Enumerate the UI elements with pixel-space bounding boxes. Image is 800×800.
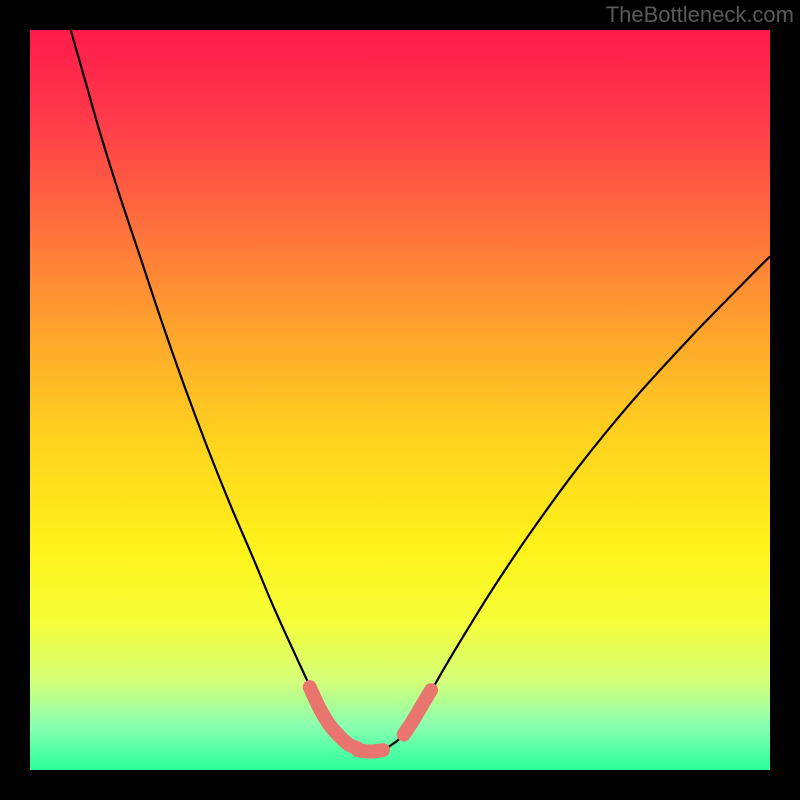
watermark-text: TheBottleneck.com <box>606 2 794 28</box>
series-valley-marker-left <box>310 687 358 748</box>
chart-canvas <box>30 30 770 770</box>
series-bottleneck-curve <box>71 30 770 752</box>
series-valley-marker-right <box>404 690 431 734</box>
series-valley-marker-bottom <box>358 750 383 751</box>
plot-area <box>30 30 770 770</box>
